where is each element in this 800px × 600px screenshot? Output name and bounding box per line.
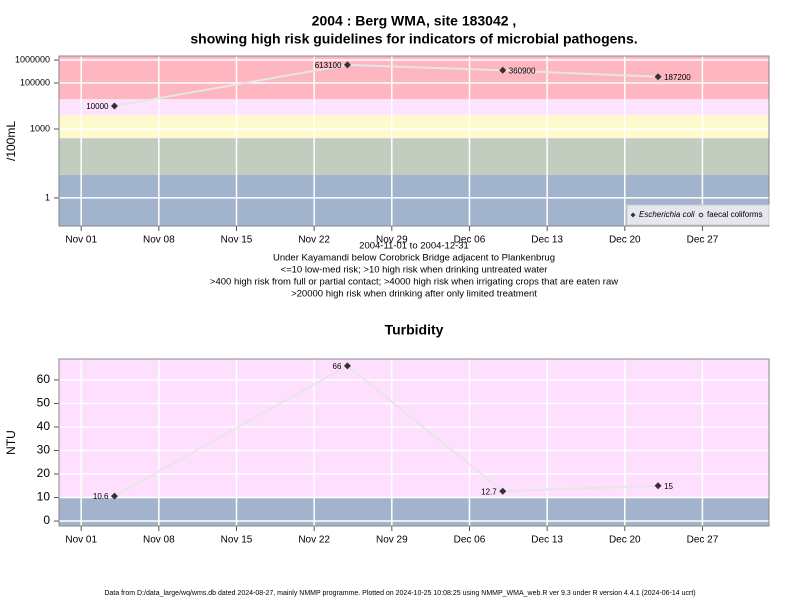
data-point [499,66,507,74]
legend-label: Escherichia coli [639,210,695,219]
x-tick-label: Nov 08 [143,235,175,246]
legend-label: faecal coliforms [707,210,763,219]
x-tick-label: Dec 06 [454,235,486,246]
y-tick-label: 10 [37,490,51,504]
y-tick-label: 20 [37,466,51,480]
y-tick-label: 0 [43,513,50,527]
y-axis-label: /100mL [4,121,18,161]
chart-title: 2004 : Berg WMA, site 183042 , [312,13,517,29]
chart-subtitle: showing high risk guidelines for indicat… [190,31,637,47]
data-point [110,102,118,110]
chart-note: >20000 high risk when drinking after onl… [291,289,537,300]
plot-frame [58,358,770,527]
plot-frame [58,55,770,227]
risk-band [59,115,769,139]
x-tick-label: Dec 13 [531,535,563,546]
x-tick-label: Nov 01 [65,535,97,546]
y-tick-label: 40 [37,419,51,433]
data-point [654,73,662,81]
x-tick-label: Nov 22 [298,235,330,246]
x-tick-label: Nov 22 [298,535,330,546]
data-point [654,482,662,490]
y-tick-label: 1 [45,192,50,202]
chart-note: >400 high risk from full or partial cont… [210,277,618,288]
x-tick-label: Nov 15 [221,535,253,546]
data-point [499,487,507,495]
data-point [343,362,351,370]
data-label: 12.7 [481,487,497,496]
data-label: 613100 [315,61,342,70]
x-tick-label: Nov 15 [221,235,253,246]
legend-box [626,204,770,226]
y-tick-label: 50 [37,396,51,410]
y-tick-label: 1000 [30,123,50,133]
data-label: 187200 [664,73,691,82]
x-tick-label: Dec 27 [687,235,719,246]
y-tick-label: 30 [37,443,51,457]
x-tick-label: Nov 29 [376,235,408,246]
series-line [113,364,659,498]
legend-marker [630,212,636,218]
x-tick-label: Dec 13 [531,235,563,246]
x-tick-label: Dec 20 [609,235,641,246]
footer: Data from D:/data_large/wq/wms.db dated … [104,590,695,597]
chart-title: Turbidity [385,322,444,338]
x-tick-label: Dec 20 [609,535,641,546]
data-point [110,492,118,500]
data-label: 66 [333,362,342,371]
data-label: 10000 [86,102,109,111]
data-point [343,61,351,69]
data-label: 15 [664,482,673,491]
x-tick-label: Nov 08 [143,535,175,546]
risk-band [59,99,769,116]
chart-note: 2004-11-01 to 2004-12-31 [359,241,469,252]
y-tick-label: 100000 [20,77,50,87]
x-tick-label: Nov 01 [65,235,97,246]
chart-note: Under Kayamandi below Corobrick Bridge a… [273,253,555,264]
data-label: 10.6 [93,492,109,501]
x-tick-label: Nov 29 [376,535,408,546]
chart-note: <=10 low-med risk; >10 high risk when dr… [281,265,548,276]
risk-band [59,138,769,175]
x-tick-label: Dec 06 [454,535,486,546]
legend-marker [698,212,704,218]
y-tick-label: 1000000 [15,54,50,64]
series-line [114,63,659,107]
risk-band [59,56,769,100]
y-axis-label: NTU [4,430,18,455]
x-tick-label: Dec 27 [687,535,719,546]
y-tick-label: 60 [37,372,51,386]
data-label: 360900 [509,66,536,75]
